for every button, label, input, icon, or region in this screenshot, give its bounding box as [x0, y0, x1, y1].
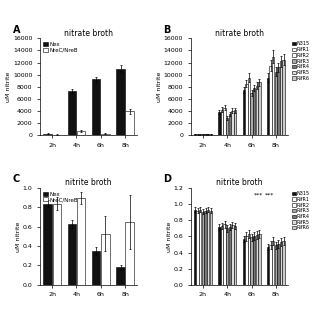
- Bar: [228, 227, 231, 285]
- Bar: [231, 111, 234, 135]
- Bar: [44, 134, 52, 135]
- Bar: [272, 57, 275, 135]
- Bar: [280, 61, 282, 135]
- Bar: [256, 85, 258, 135]
- Bar: [221, 226, 223, 285]
- Bar: [277, 68, 280, 135]
- Bar: [210, 134, 212, 135]
- Bar: [226, 118, 228, 135]
- Bar: [248, 78, 250, 135]
- Bar: [218, 112, 220, 135]
- Bar: [258, 234, 260, 285]
- Bar: [125, 222, 134, 285]
- Bar: [258, 83, 260, 135]
- Bar: [210, 211, 212, 285]
- Bar: [275, 72, 277, 135]
- Y-axis label: uM nitrite: uM nitrite: [167, 221, 172, 252]
- Bar: [68, 224, 76, 285]
- Bar: [275, 245, 277, 285]
- Bar: [52, 134, 61, 135]
- Bar: [77, 198, 85, 285]
- Bar: [283, 60, 285, 135]
- Bar: [226, 228, 228, 285]
- Text: C: C: [13, 174, 20, 184]
- Bar: [92, 251, 100, 285]
- Title: nitrite broth: nitrite broth: [216, 178, 263, 188]
- Bar: [283, 241, 285, 285]
- Bar: [245, 84, 247, 135]
- Bar: [234, 110, 236, 135]
- Bar: [196, 134, 199, 135]
- Bar: [204, 134, 207, 135]
- Bar: [92, 79, 100, 135]
- Bar: [269, 244, 272, 285]
- Bar: [221, 110, 223, 135]
- Bar: [125, 111, 134, 135]
- Text: ***: ***: [265, 193, 275, 198]
- Bar: [256, 235, 258, 285]
- Bar: [101, 134, 109, 135]
- Bar: [250, 237, 253, 285]
- Legend: Nex, NreC/NreB: Nex, NreC/NreB: [43, 41, 78, 53]
- Bar: [77, 132, 85, 135]
- Bar: [253, 236, 255, 285]
- Y-axis label: uM nitrite: uM nitrite: [157, 72, 162, 102]
- Legend: N315, RifR1, RifR2, RifR3, RifR4, RifR5, RifR6: N315, RifR1, RifR2, RifR3, RifR4, RifR5,…: [292, 191, 310, 231]
- Bar: [267, 78, 269, 135]
- Bar: [52, 204, 61, 285]
- Title: nitrite broth: nitrite broth: [65, 178, 112, 188]
- Bar: [248, 234, 250, 285]
- Text: A: A: [13, 25, 20, 35]
- Bar: [199, 134, 202, 135]
- Bar: [207, 134, 209, 135]
- Bar: [228, 114, 231, 135]
- Bar: [231, 225, 234, 285]
- Bar: [101, 234, 109, 285]
- Bar: [272, 241, 275, 285]
- Bar: [218, 227, 220, 285]
- Bar: [202, 134, 204, 135]
- Title: nitrate broth: nitrate broth: [64, 28, 113, 38]
- Bar: [243, 239, 245, 285]
- Bar: [245, 236, 247, 285]
- Bar: [223, 108, 226, 135]
- Bar: [68, 91, 76, 135]
- Bar: [267, 247, 269, 285]
- Bar: [223, 224, 226, 285]
- Bar: [277, 244, 280, 285]
- Bar: [243, 90, 245, 135]
- Bar: [199, 210, 202, 285]
- Bar: [234, 226, 236, 285]
- Bar: [250, 93, 253, 135]
- Title: nitrate broth: nitrate broth: [215, 28, 264, 38]
- Bar: [196, 211, 199, 285]
- Bar: [44, 204, 52, 285]
- Bar: [194, 210, 196, 285]
- Text: D: D: [164, 174, 172, 184]
- Bar: [116, 268, 125, 285]
- Text: B: B: [164, 25, 171, 35]
- Text: ***: ***: [254, 193, 263, 198]
- Bar: [194, 134, 196, 135]
- Bar: [204, 211, 207, 285]
- Bar: [280, 242, 282, 285]
- Legend: Nex, NreC/NreB: Nex, NreC/NreB: [43, 191, 78, 203]
- Bar: [116, 69, 125, 135]
- Bar: [202, 212, 204, 285]
- Legend: N315, RifR1, RifR2, RifR3, RifR4, RifR5, RifR6: N315, RifR1, RifR2, RifR3, RifR4, RifR5,…: [292, 41, 310, 81]
- Y-axis label: uM nitrite: uM nitrite: [16, 221, 21, 252]
- Bar: [207, 210, 209, 285]
- Bar: [269, 66, 272, 135]
- Bar: [253, 88, 255, 135]
- Y-axis label: uM nitrite: uM nitrite: [6, 72, 12, 102]
